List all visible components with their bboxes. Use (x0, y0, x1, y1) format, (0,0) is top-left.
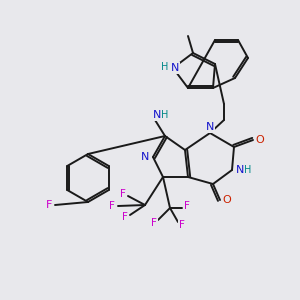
Text: F: F (179, 220, 185, 230)
Text: H: H (161, 110, 169, 120)
Text: N: N (236, 165, 244, 175)
Text: O: O (223, 195, 231, 205)
Text: H: H (244, 165, 252, 175)
Text: N: N (153, 110, 161, 120)
Text: F: F (151, 218, 157, 228)
Text: N: N (171, 63, 179, 73)
Text: F: F (109, 201, 115, 211)
Text: N: N (206, 122, 214, 132)
Text: F: F (46, 200, 52, 210)
Text: F: F (184, 201, 190, 211)
Text: O: O (256, 135, 264, 145)
Text: F: F (120, 189, 126, 199)
Text: F: F (122, 212, 128, 222)
Text: N: N (141, 152, 149, 162)
Text: H: H (161, 62, 169, 72)
